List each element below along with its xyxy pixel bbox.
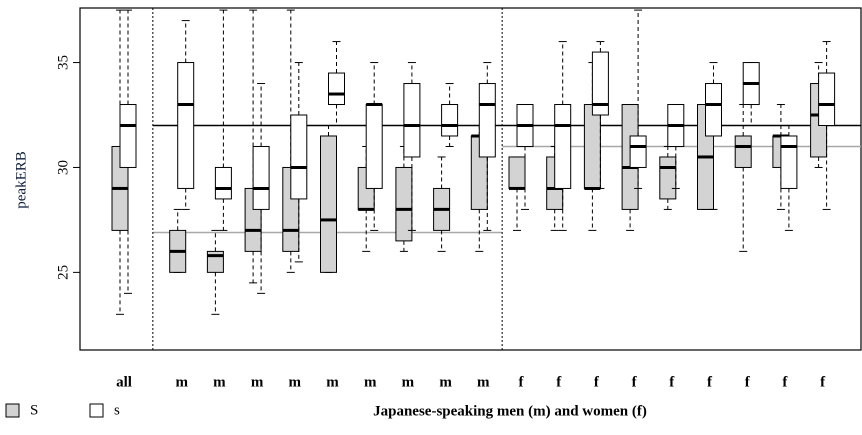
box	[591, 51, 609, 116]
box	[818, 72, 836, 126]
x-tick-label: m	[364, 374, 377, 390]
box	[119, 104, 137, 168]
legend-label: s	[114, 402, 120, 418]
x-tick-label: m	[402, 374, 415, 390]
box	[214, 166, 232, 200]
box	[734, 135, 752, 168]
x-tick-label: m	[326, 374, 339, 390]
box	[705, 83, 722, 137]
x-tick-label: f	[820, 374, 826, 390]
x-tick-label: m	[251, 374, 264, 390]
legend-swatch	[5, 403, 20, 418]
plot-frame	[79, 7, 862, 351]
x-tick-label: all	[116, 374, 132, 390]
x-tick-label: f	[782, 374, 788, 390]
box	[403, 83, 421, 158]
y-axis-label: peakERB	[13, 151, 29, 209]
box	[780, 135, 798, 189]
box	[478, 83, 496, 158]
x-tick-label: f	[632, 374, 638, 390]
box	[328, 72, 345, 106]
x-tick-label: f	[594, 374, 600, 390]
x-tick-label: m	[289, 374, 302, 390]
box	[629, 135, 647, 168]
x-tick-label: f	[556, 374, 562, 390]
y-tick-label: 25	[55, 265, 71, 280]
box	[395, 166, 413, 242]
legend-label: S	[30, 402, 38, 418]
x-tick-label: f	[519, 374, 525, 390]
x-tick-label: f	[669, 374, 675, 390]
box	[177, 62, 195, 189]
x-tick-label: f	[745, 374, 751, 390]
box	[554, 104, 572, 189]
x-tick-label: m	[175, 374, 188, 390]
x-axis-label: Japanese-speaking men (m) and women (f)	[373, 403, 647, 419]
y-tick-label: 35	[55, 55, 71, 70]
box	[583, 104, 601, 189]
box	[441, 104, 459, 137]
box	[508, 156, 526, 189]
x-tick-label: m	[439, 374, 452, 390]
box	[252, 145, 270, 210]
box	[659, 156, 677, 200]
x-tick-label: m	[477, 374, 490, 390]
y-tick-label: 30	[55, 160, 71, 175]
x-tick-label: m	[213, 374, 226, 390]
box	[290, 114, 308, 200]
x-tick-label: f	[707, 374, 713, 390]
legend-swatch	[89, 403, 104, 418]
box	[365, 104, 383, 189]
box	[320, 135, 337, 273]
